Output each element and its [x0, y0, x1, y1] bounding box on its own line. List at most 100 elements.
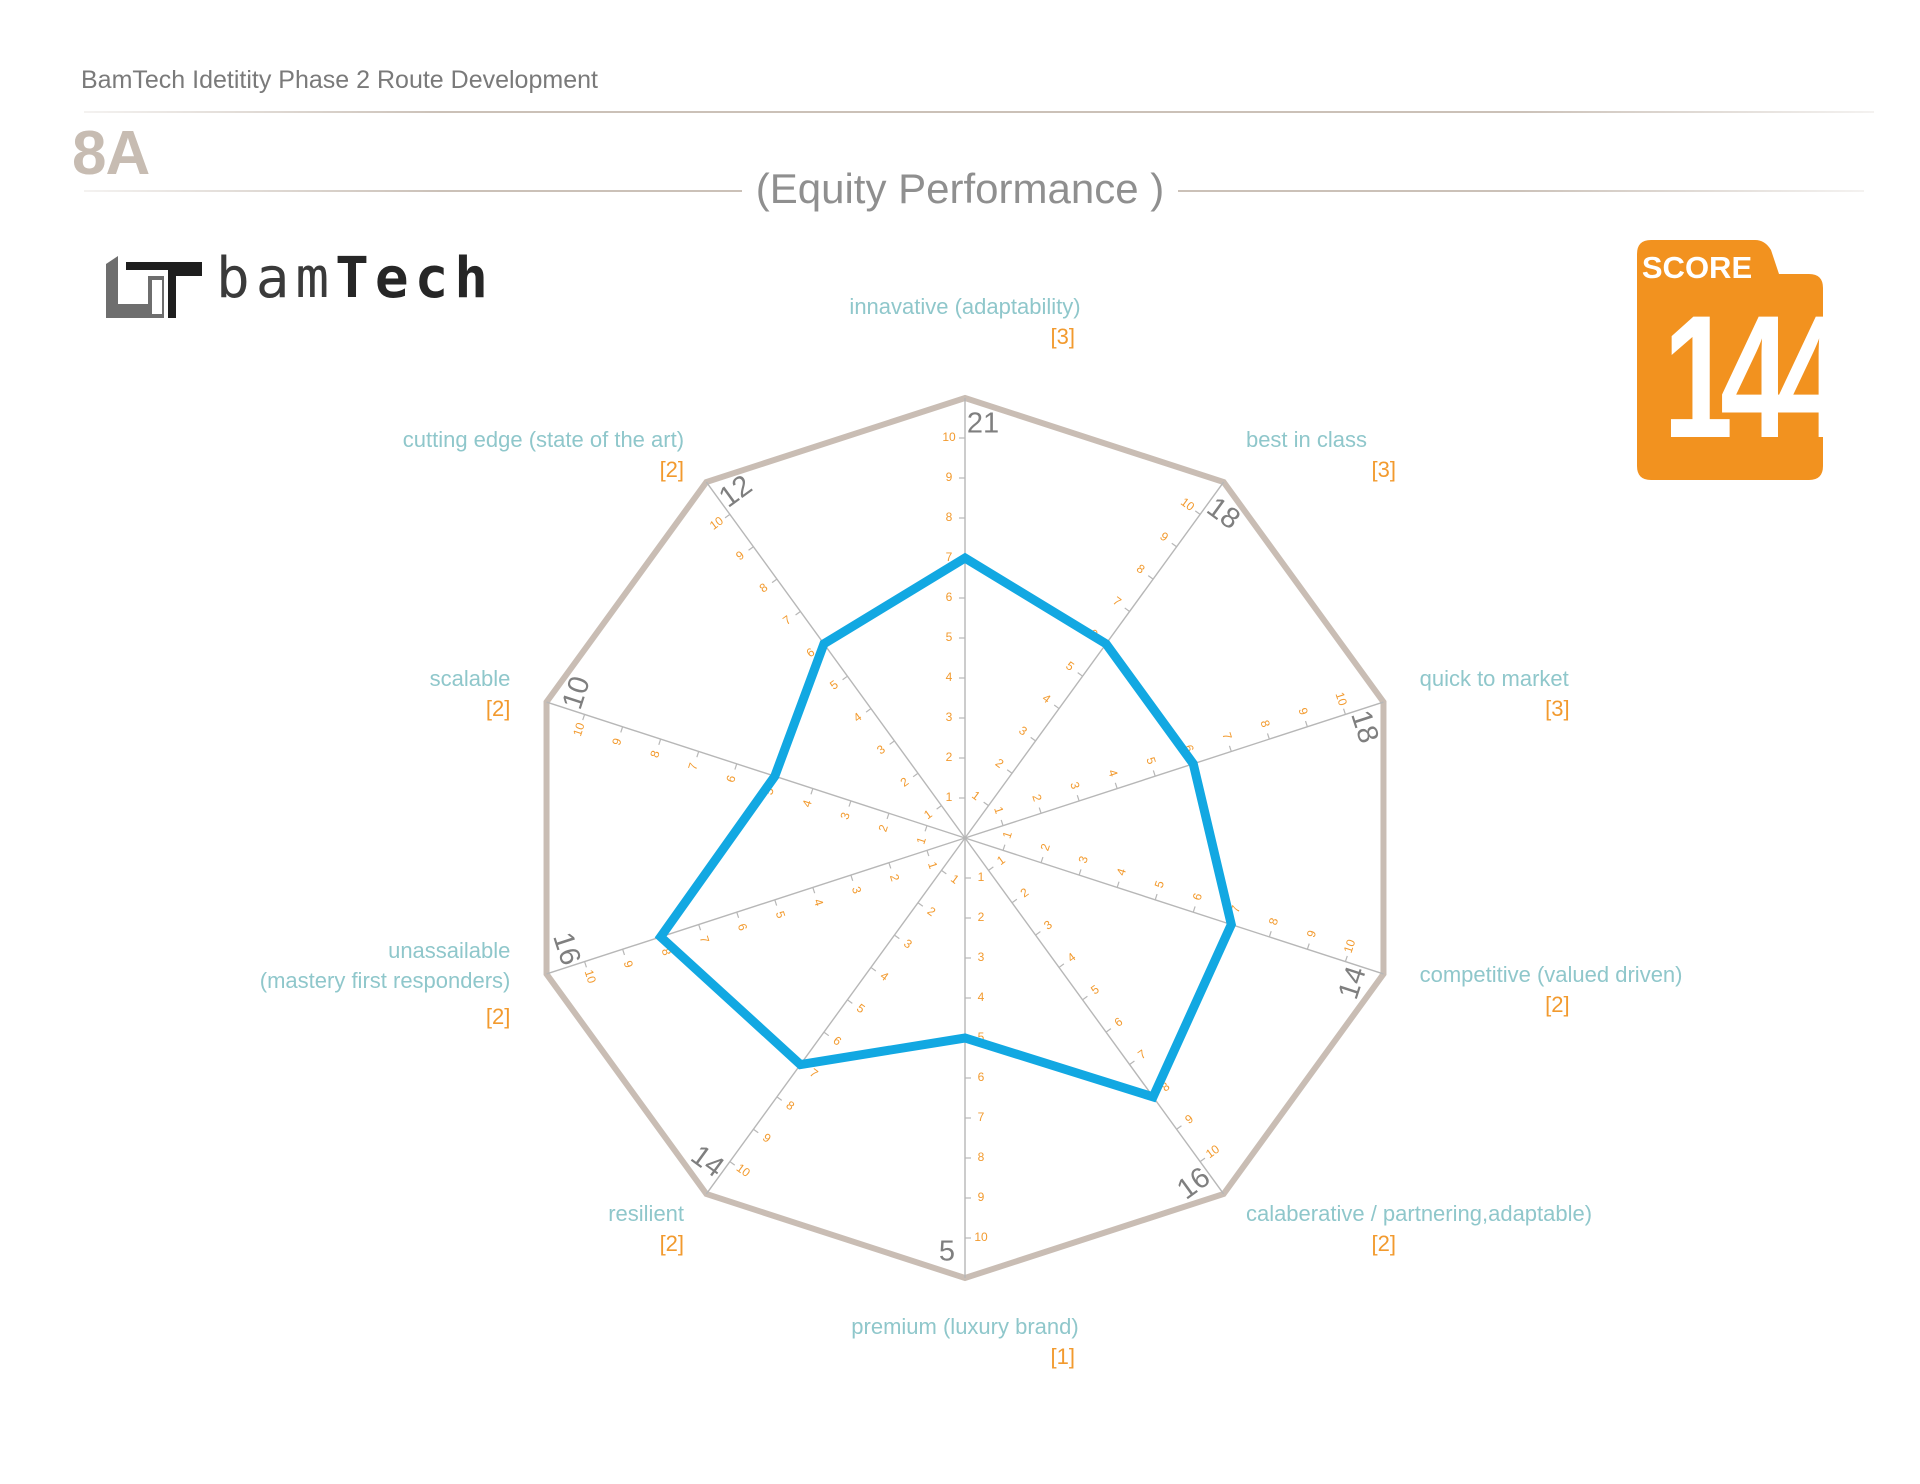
radar-tick-label: 8	[978, 1150, 985, 1164]
radar-tick-label: 2	[875, 823, 890, 834]
radar-tick-label: 5	[854, 1001, 868, 1016]
radar-tick-mark	[894, 934, 900, 940]
radar-tick-label: 5	[1143, 755, 1158, 766]
radar-tick-label: 7	[780, 612, 794, 627]
radar-tick-mark	[1006, 769, 1013, 774]
radar-tick-mark	[847, 999, 853, 1004]
radar-axis-label: cutting edge (state of the art)	[402, 427, 685, 453]
radar-tick-label: 7	[1110, 594, 1124, 609]
radar-tick-mark	[1116, 881, 1120, 888]
radar-tick-mark	[1176, 1125, 1182, 1130]
logo-text-bam: bam	[216, 246, 336, 311]
radar-spoke	[546, 837, 966, 975]
radar-tick-label: 1	[921, 807, 935, 822]
radar-spoke	[964, 837, 1384, 975]
radar-tick-mark	[774, 899, 778, 906]
radar-tick-label: 8	[659, 947, 674, 958]
radar-tick-label: 7	[1228, 903, 1243, 914]
bamtech-logo: bamTech	[104, 246, 524, 326]
radar-tick-mark	[736, 911, 740, 919]
radar-axis-weight: [1]	[1050, 1344, 1075, 1369]
radar-tick-label: 9	[1304, 928, 1319, 939]
radar-tick-mark	[1306, 943, 1310, 950]
radar-tick-label: 5	[1152, 879, 1167, 890]
radar-tick-label: 10	[570, 721, 588, 738]
radar-tick-label: 4	[1105, 768, 1120, 779]
radar-tick-mark	[724, 513, 731, 519]
radar-tick-mark	[1344, 955, 1348, 962]
radar-data-point	[1151, 1094, 1156, 1099]
radar-tick-label: 6	[1181, 743, 1196, 754]
radar-tick-mark	[850, 874, 854, 881]
radar-tick-label: 3	[1041, 917, 1055, 932]
radar-tick-label: 1	[969, 788, 983, 803]
radar-tick-label: 5	[978, 1030, 985, 1044]
radar-tick-label: 1	[991, 805, 1006, 816]
radar-tick-label: 10	[1203, 1142, 1222, 1161]
radar-tick-label: 9	[946, 470, 953, 484]
score-badge: SCORE 144	[1637, 240, 1847, 480]
radar-tick-mark	[582, 714, 586, 721]
radar-tick-label: 1	[1000, 829, 1015, 840]
radar-tick-mark	[810, 788, 814, 795]
score-label: SCORE	[1641, 250, 1753, 285]
radar-tick-mark	[924, 825, 928, 832]
radar-tick-label: 1	[925, 860, 940, 871]
radar-tick-label: 3	[849, 885, 864, 896]
radar-tick-label: 10	[707, 513, 726, 532]
radar-tick-label: 7	[978, 1110, 985, 1124]
radar-tick-mark	[1152, 770, 1156, 777]
radar-tick-mark	[1040, 856, 1044, 863]
radar-tick-mark	[658, 738, 662, 746]
radar-data-point	[798, 1062, 803, 1067]
radar-tick-label: 7	[685, 761, 700, 772]
radar-tick-label: 9	[760, 1130, 774, 1145]
radar-tick-label: 8	[1266, 916, 1281, 927]
radar-tick-label: 7	[807, 1066, 821, 1081]
radar-data-point	[1229, 922, 1234, 927]
radar-tick-mark	[889, 740, 895, 745]
radar-tick-label: 8	[757, 580, 771, 595]
radar-tick-label: 2	[1038, 842, 1053, 853]
radar-tick-label: 6	[831, 1033, 845, 1048]
radar-tick-label: 8	[1257, 718, 1272, 729]
radar-tick-mark	[1129, 1060, 1135, 1066]
radar-axis-label: competitive (valued driven)	[1419, 961, 1683, 987]
radar-tick-label: 5	[1088, 982, 1102, 997]
chart-subtitle: (Equity Performance )	[0, 165, 1920, 213]
radar-tick-label: 6	[978, 1070, 985, 1084]
radar-tick-label: 1	[948, 871, 962, 886]
radar-axis-label: scalable	[429, 666, 511, 692]
radar-tick-label: 4	[978, 990, 985, 1004]
radar-tick-mark	[620, 726, 624, 733]
radar-tick-label: 8	[1134, 561, 1148, 576]
radar-tick-label: 2	[1018, 885, 1032, 900]
radar-tick-mark	[1268, 930, 1272, 938]
radar-spoke	[964, 837, 1225, 1195]
radar-tick-mark	[1199, 1157, 1206, 1163]
radar-axis-label: resilient	[608, 1200, 685, 1226]
radar-tick-label: 7	[697, 934, 712, 945]
radar-tick-label: 7	[1219, 731, 1234, 742]
radar-tick-mark	[988, 866, 994, 871]
bamtech-logo-mark-icon	[106, 256, 202, 318]
radar-tick-label: 8	[784, 1098, 798, 1113]
radar-axis-weight: [3]	[1545, 696, 1570, 722]
radar-spoke	[964, 481, 1225, 839]
radar-tick-mark	[1076, 795, 1080, 802]
radar-tick-mark	[823, 1031, 830, 1037]
radar-tick-label: 1	[946, 790, 953, 804]
radar-tick-mark	[1154, 893, 1158, 900]
radar-tick-mark	[795, 610, 801, 616]
radar-tick-label: 5	[773, 909, 788, 920]
radar-tick-label: 10	[942, 430, 956, 444]
score-badge-shape	[1637, 240, 1823, 480]
radar-tick-mark	[1035, 931, 1041, 936]
radar-tick-mark	[865, 708, 872, 713]
radar-tick-mark	[1053, 704, 1060, 710]
radar-axis-total: 21	[966, 407, 1000, 440]
radar-tick-label: 2	[993, 756, 1007, 771]
radar-axis-label: unassailable	[388, 937, 511, 963]
radar-tick-label: 3	[978, 950, 985, 964]
radar-tick-mark	[848, 800, 852, 807]
